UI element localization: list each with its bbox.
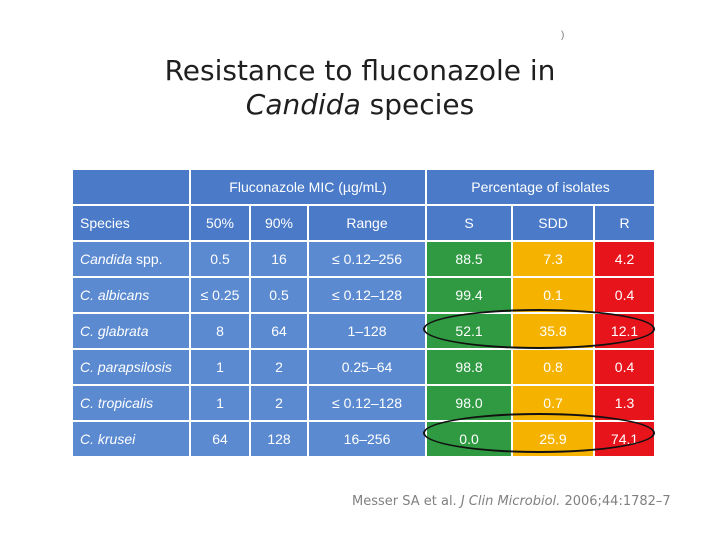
species-name: C. parapsilosis (80, 359, 172, 375)
species-name: C. albicans (80, 287, 150, 303)
mic90-cell: 0.5 (249, 276, 309, 314)
resistant-cell: 12.1 (593, 312, 657, 350)
sdd-cell: 25.9 (511, 420, 596, 458)
title-line-1: Resistance to fluconazole in (164, 54, 556, 87)
sdd-cell: 0.7 (511, 384, 596, 422)
col-header-sdd: SDD (511, 204, 596, 242)
table-row: Candida spp. 0.5 16 ≤ 0.12–256 88.5 7.3 … (71, 240, 657, 278)
table-row: C. albicans ≤ 0.25 0.5 ≤ 0.12–128 99.4 0… (71, 276, 657, 314)
species-suffix: spp. (132, 251, 163, 267)
species-cell: Candida spp. (71, 240, 191, 278)
mic90-cell: 64 (249, 312, 309, 350)
citation: Messer SA et al. J Clin Microbiol. 2006;… (352, 494, 671, 509)
species-name: Candida (80, 251, 133, 267)
corner-mark: ) (561, 30, 565, 41)
title-genus: Candida (245, 88, 361, 121)
citation-journal: J Clin Microbiol. (460, 494, 561, 509)
mic90-cell: 16 (249, 240, 309, 278)
table-row: C. glabrata 8 64 1–128 52.1 35.8 12.1 (71, 312, 657, 350)
species-cell: C. albicans (71, 276, 191, 314)
susceptible-cell: 99.4 (425, 276, 514, 314)
col-header-s: S (425, 204, 514, 242)
susceptible-cell: 88.5 (425, 240, 514, 278)
species-name: C. glabrata (80, 323, 149, 339)
range-cell: 16–256 (306, 420, 428, 458)
col-header-range: Range (306, 204, 428, 242)
susceptible-cell: 0.0 (425, 420, 514, 458)
species-cell: C. glabrata (71, 312, 191, 350)
table-row: C. krusei 64 128 16–256 0.0 25.9 74.1 (71, 420, 657, 458)
column-header-row: Species 50% 90% Range S SDD R (71, 204, 657, 242)
col-header-mic50: 50% (189, 204, 251, 242)
col-header-mic90: 90% (249, 204, 309, 242)
resistant-cell: 74.1 (593, 420, 657, 458)
mic50-cell: 64 (189, 420, 251, 458)
mic90-cell: 128 (249, 420, 309, 458)
mic50-cell: ≤ 0.25 (189, 276, 251, 314)
species-name: C. tropicalis (80, 395, 154, 411)
title-suffix: species (360, 88, 475, 121)
resistant-cell: 4.2 (593, 240, 657, 278)
sdd-cell: 35.8 (511, 312, 596, 350)
mic90-cell: 2 (249, 384, 309, 422)
group-header-row: Fluconazole MIC (µg/mL) Percentage of is… (71, 168, 657, 206)
table-row: C. parapsilosis 1 2 0.25–64 98.8 0.8 0.4 (71, 348, 657, 386)
susceptible-cell: 52.1 (425, 312, 514, 350)
sdd-cell: 0.1 (511, 276, 596, 314)
col-header-r: R (593, 204, 657, 242)
range-cell: ≤ 0.12–256 (306, 240, 428, 278)
species-cell: C. krusei (71, 420, 191, 458)
mic50-cell: 1 (189, 384, 251, 422)
slide-title: Resistance to fluconazole in Candida spe… (140, 54, 580, 122)
citation-details: 2006;44:1782–7 (560, 494, 671, 509)
mic-group-header: Fluconazole MIC (µg/mL) (188, 168, 428, 206)
col-header-species: Species (71, 204, 191, 242)
sdd-cell: 7.3 (511, 240, 596, 278)
percentage-group-header: Percentage of isolates (425, 168, 657, 206)
susceptible-cell: 98.8 (425, 348, 514, 386)
range-cell: ≤ 0.12–128 (306, 276, 428, 314)
species-cell: C. parapsilosis (71, 348, 191, 386)
mic90-cell: 2 (249, 348, 309, 386)
citation-authors: Messer SA et al. (352, 494, 461, 509)
table-row: C. tropicalis 1 2 ≤ 0.12–128 98.0 0.7 1.… (71, 384, 657, 422)
range-cell: 1–128 (306, 312, 428, 350)
resistant-cell: 0.4 (593, 348, 657, 386)
range-cell: ≤ 0.12–128 (306, 384, 428, 422)
species-name: C. krusei (80, 431, 136, 447)
mic50-cell: 8 (189, 312, 251, 350)
title-line-2: Candida species (140, 88, 580, 122)
species-cell: C. tropicalis (71, 384, 191, 422)
mic50-cell: 0.5 (189, 240, 251, 278)
resistance-table: Fluconazole MIC (µg/mL) Percentage of is… (71, 168, 657, 458)
mic50-cell: 1 (189, 348, 251, 386)
susceptible-cell: 98.0 (425, 384, 514, 422)
sdd-cell: 0.8 (511, 348, 596, 386)
resistant-cell: 1.3 (593, 384, 657, 422)
range-cell: 0.25–64 (306, 348, 428, 386)
header-empty-cell (71, 168, 191, 206)
resistant-cell: 0.4 (593, 276, 657, 314)
